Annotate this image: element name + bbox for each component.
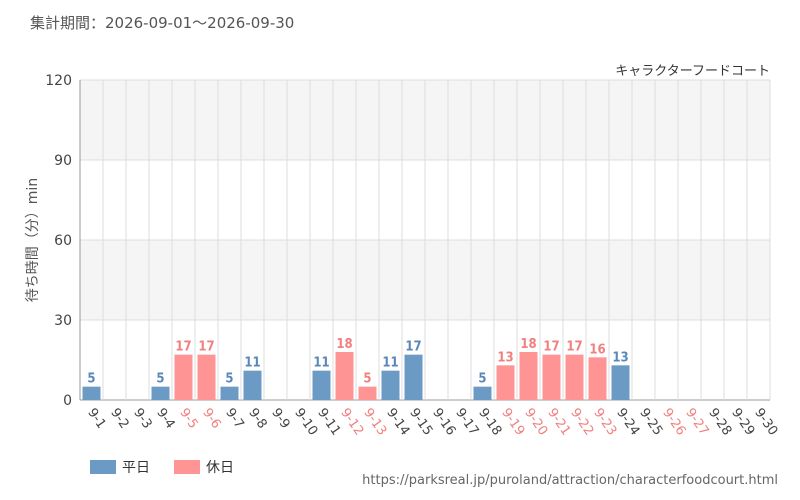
bar-value-label: 18 [520,337,536,352]
bar [312,370,331,400]
bar-value-label: 17 [543,340,559,355]
bar [473,386,492,400]
bar [404,354,423,400]
bar-value-label: 11 [244,356,260,371]
legend-holiday: 休日 [174,457,234,477]
legend-weekday-swatch [90,460,116,474]
source-url: https://parksreal.jp/puroland/attraction… [362,473,778,488]
bar [358,386,377,400]
legend-holiday-swatch [174,460,200,474]
bar-value-label: 5 [478,372,486,387]
period-label: 集計期間：2026-09-01～2026-09-30 [30,14,295,32]
x-tick-label: 9-26 [659,406,688,439]
y-axis-label: 待ち時間（分）min [25,178,41,302]
bar [197,354,216,400]
bar [542,354,561,400]
x-tick-label: 9-12 [337,406,366,439]
y-tick-label: 0 [63,393,72,409]
x-tick-label: 9-28 [705,406,734,439]
x-tick-label: 9-1 [84,406,108,432]
x-tick-label: 9-27 [682,406,711,439]
bar-value-label: 17 [175,340,191,355]
bar-value-label: 5 [363,372,371,387]
bars [82,352,630,400]
x-tick-label: 9-6 [199,406,223,432]
bar-value-label: 17 [566,340,582,355]
y-tick-label: 120 [45,73,72,89]
x-tick-label: 9-30 [751,406,780,439]
y-tick-label: 30 [54,313,72,329]
x-tick-label: 9-16 [429,406,458,439]
legend-weekday: 平日 [90,457,150,477]
y-tick-label: 60 [54,233,72,249]
x-tick-label: 9-9 [268,406,292,432]
x-tick-label: 9-21 [544,406,573,439]
x-tick-label: 9-24 [613,406,642,439]
x-tick-label: 9-19 [498,406,527,439]
bar-value-label: 17 [405,340,421,355]
chart-title: キャラクターフードコート [615,64,770,79]
y-tick-labels: 0 30 60 90 120 [45,73,72,409]
x-tick-label: 9-29 [728,406,757,439]
bar-value-label: 18 [336,337,352,352]
x-tick-label: 9-18 [475,406,504,439]
chart-grid [79,79,771,401]
bar-value-label: 16 [589,342,605,357]
bar-value-label: 11 [313,356,329,371]
bar [381,370,400,400]
bar-value-labels: 5 5 17 17 5 11 11 18 5 11 17 5 13 18 17 17 16 13 [87,337,628,387]
bar [588,357,607,400]
x-tick-label: 9-5 [176,406,200,432]
x-tick-label: 9-11 [314,406,343,439]
x-tick-labels: 9-19-29-39-49-59-69-79-89-99-109-119-129… [84,406,780,439]
x-tick-label: 9-2 [107,406,131,432]
x-tick-label: 9-4 [153,406,177,432]
x-tick-label: 9-7 [222,406,246,432]
bar [335,352,354,400]
y-tick-label: 90 [54,153,72,169]
bar [220,386,239,400]
x-tick-label: 9-13 [360,406,389,439]
x-tick-label: 9-8 [245,406,269,432]
bar [151,386,170,400]
legend-holiday-label: 休日 [206,460,234,476]
bar-value-label: 5 [156,372,164,387]
x-tick-label: 9-25 [636,406,665,439]
bar-value-label: 13 [497,350,513,365]
bar [519,352,538,400]
bar [611,365,630,400]
x-tick-label: 9-20 [521,406,550,439]
bar [565,354,584,400]
x-tick-label: 9-10 [291,406,320,439]
x-tick-label: 9-3 [130,406,154,432]
bar-value-label: 17 [198,340,214,355]
x-tick-label: 9-15 [406,406,435,439]
x-tick-label: 9-17 [452,406,481,439]
bar-value-label: 13 [612,350,628,365]
bar [82,386,101,400]
x-tick-label: 9-23 [590,406,619,439]
bar [174,354,193,400]
bar [496,365,515,400]
x-tick-label: 9-14 [383,406,412,439]
bar-value-label: 5 [225,372,233,387]
x-tick-label: 9-22 [567,406,596,439]
bar-value-label: 5 [87,372,95,387]
bar [243,370,262,400]
bar-value-label: 11 [382,356,398,371]
legend-weekday-label: 平日 [122,460,150,476]
